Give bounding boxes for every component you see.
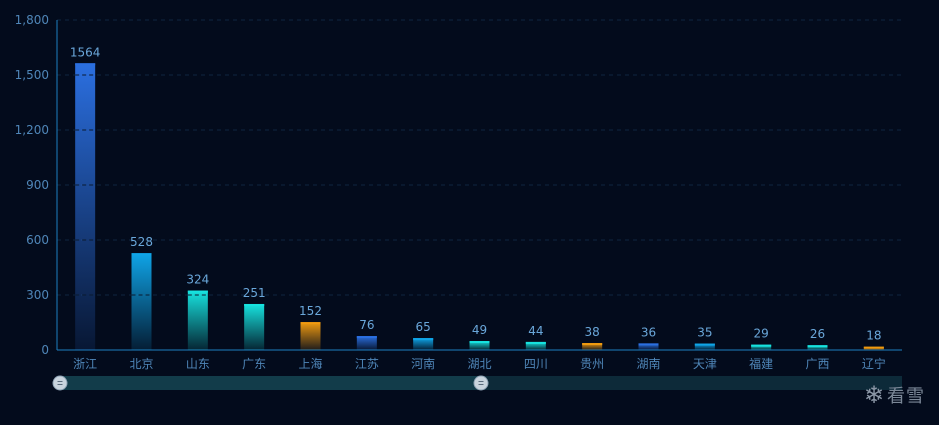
- bar-cap: [356, 336, 377, 339]
- bar-贵州[interactable]: [582, 343, 603, 350]
- y-tick-label: 0: [41, 343, 49, 357]
- bar-cap: [638, 343, 659, 346]
- value-label: 36: [641, 325, 656, 339]
- bar-湖北[interactable]: [469, 341, 490, 350]
- zoom-slider-window[interactable]: [60, 376, 481, 390]
- bar-四川[interactable]: [525, 341, 546, 350]
- x-tick-label: 山东: [186, 357, 210, 371]
- x-tick-label: 天津: [693, 357, 717, 371]
- x-tick-label: 江苏: [355, 357, 379, 371]
- bar-广东[interactable]: [244, 303, 265, 350]
- value-label: 44: [528, 324, 543, 338]
- x-tick-label: 广西: [805, 357, 829, 371]
- value-label: 26: [810, 327, 825, 341]
- bar-湖南[interactable]: [638, 343, 659, 350]
- bar-天津[interactable]: [694, 343, 715, 350]
- zoom-slider-start-handle[interactable]: [52, 375, 68, 391]
- bar-河南[interactable]: [413, 338, 434, 350]
- bar-cap: [582, 343, 603, 346]
- value-label: 251: [243, 286, 266, 300]
- x-tick-label: 上海: [298, 356, 322, 371]
- bar-cap: [694, 343, 715, 346]
- y-tick-label: 1,200: [15, 123, 49, 137]
- x-tick-label: 四川: [524, 357, 548, 371]
- bar-cap: [413, 338, 434, 341]
- value-label: 35: [697, 326, 712, 340]
- watermark-text: 看雪: [887, 386, 925, 407]
- bar-cap: [807, 345, 828, 348]
- value-label: 1564: [70, 45, 101, 59]
- x-tick-label: 北京: [129, 357, 153, 371]
- value-label: 152: [299, 304, 322, 318]
- x-tick-label: 辽宁: [862, 356, 886, 371]
- x-tick-label: 湖南: [636, 356, 660, 371]
- bar-cap: [131, 253, 152, 256]
- value-label: 29: [754, 327, 769, 341]
- bar-cap: [300, 322, 321, 325]
- y-tick-label: 1,500: [15, 68, 49, 82]
- bar-山东[interactable]: [187, 290, 208, 350]
- value-label: 65: [416, 320, 431, 334]
- bar-cap: [75, 63, 96, 66]
- value-label: 38: [585, 325, 600, 339]
- zoom-slider-end-handle[interactable]: [473, 375, 489, 391]
- x-tick-label: 贵州: [580, 357, 604, 371]
- bar-北京[interactable]: [131, 253, 152, 350]
- bar-浙江[interactable]: [75, 63, 96, 351]
- value-label: 18: [866, 329, 881, 343]
- bar-cap: [187, 290, 208, 293]
- x-tick-label: 河南: [411, 356, 435, 371]
- bar-上海[interactable]: [300, 322, 321, 350]
- bar-福建[interactable]: [751, 344, 772, 350]
- x-tick-label: 湖北: [467, 356, 491, 371]
- bar-cap: [863, 346, 884, 349]
- y-tick-label: 900: [26, 178, 49, 192]
- x-tick-label: 浙江: [73, 357, 97, 371]
- value-label: 528: [130, 235, 153, 249]
- value-label: 49: [472, 323, 487, 337]
- bar-cap: [751, 344, 772, 347]
- x-tick-label: 福建: [749, 356, 773, 371]
- x-tick-label: 广东: [242, 357, 266, 371]
- bar-cap: [469, 341, 490, 344]
- watermark: ❄ 看雪: [864, 381, 925, 409]
- bar-cap: [525, 341, 546, 344]
- bar-江苏[interactable]: [356, 336, 377, 350]
- y-tick-label: 300: [26, 288, 49, 302]
- snowflake-icon: ❄: [863, 381, 885, 409]
- bar-cap: [244, 303, 265, 306]
- value-label: 324: [186, 273, 209, 287]
- y-tick-label: 1,800: [15, 13, 49, 27]
- bar-广西[interactable]: [807, 345, 828, 350]
- value-label: 76: [359, 318, 374, 332]
- y-tick-label: 600: [26, 233, 49, 247]
